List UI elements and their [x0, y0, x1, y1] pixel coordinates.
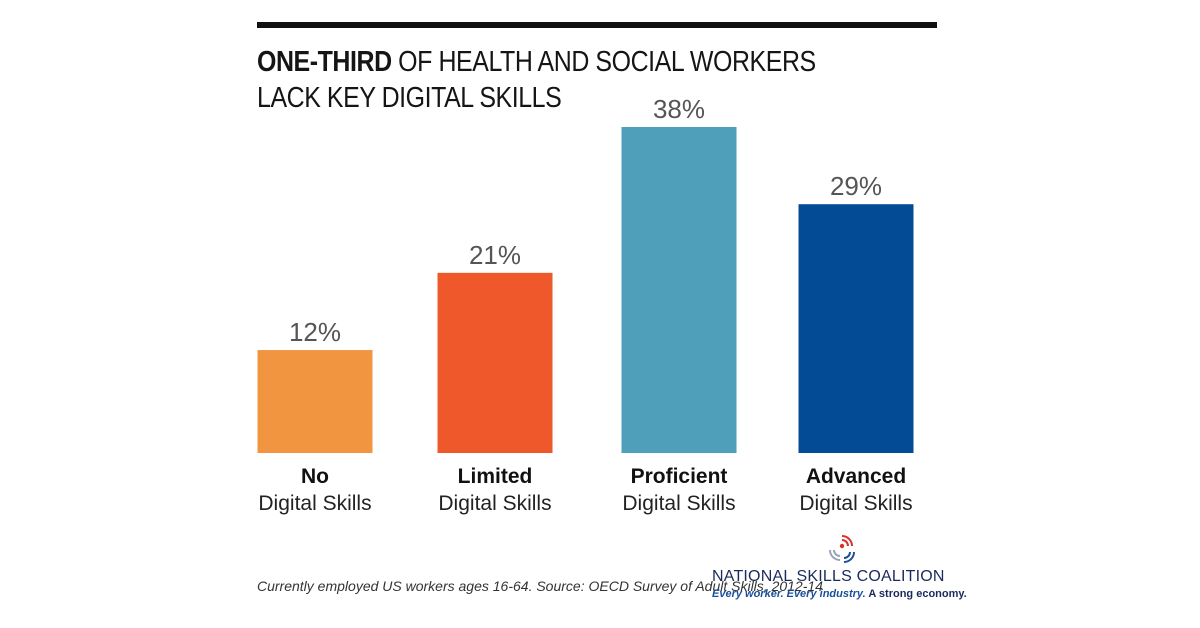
category-label-proficient: Proficient — [631, 465, 728, 488]
category-sublabel-proficient: Digital Skills — [622, 492, 735, 515]
title-line1-rest: OF HEALTH AND SOCIAL WORKERS — [391, 46, 816, 78]
category-label-no: No — [301, 465, 329, 488]
bar-proficient — [621, 127, 737, 453]
logo-tagline: Every worker. Every industry. A strong e… — [712, 588, 967, 600]
organization-logo: NATIONAL SKILLS COALITION Every worker. … — [712, 534, 967, 604]
bar-limited — [437, 272, 553, 453]
data-label-no: 12% — [289, 317, 341, 347]
top-rule — [257, 22, 937, 28]
chart-title: ONE-THIRD OF HEALTH AND SOCIAL WORKERS L… — [257, 44, 816, 116]
category-label-advanced: Advanced — [806, 465, 906, 488]
category-sublabel-limited: Digital Skills — [438, 492, 551, 515]
data-label-limited: 21% — [469, 240, 521, 270]
logo-name: NATIONAL SKILLS COALITION — [712, 568, 945, 585]
source-note: Currently employed US workers ages 16-64… — [257, 578, 823, 594]
title-emphasis: ONE-THIRD — [257, 46, 392, 78]
logo-tagline-tail: A strong economy. — [865, 588, 967, 600]
bar-advanced — [798, 204, 914, 453]
logo-tagline-italic: Every worker. Every industry. — [712, 588, 866, 600]
title-line2: LACK KEY DIGITAL SKILLS — [257, 82, 562, 114]
bar-no — [257, 350, 373, 453]
category-sublabel-no: Digital Skills — [258, 492, 371, 515]
data-label-proficient: 38% — [653, 94, 705, 124]
data-label-advanced: 29% — [830, 171, 882, 201]
category-sublabel-advanced: Digital Skills — [799, 492, 912, 515]
signal-waves-icon — [829, 535, 855, 563]
category-label-limited: Limited — [458, 465, 533, 488]
